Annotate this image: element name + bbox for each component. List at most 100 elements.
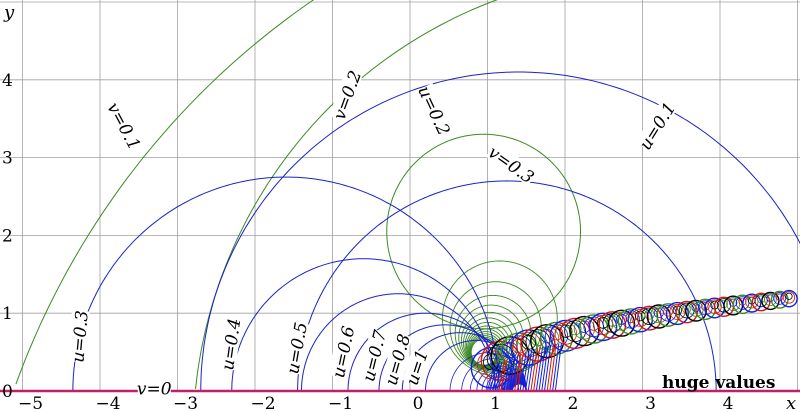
x-tick-label: 1: [490, 394, 501, 412]
fractal-loop: [511, 338, 528, 354]
contour-label-bg: [380, 332, 413, 387]
fractal-loop: [569, 315, 600, 347]
v-curve: [195, 0, 498, 389]
fractal-hatch: [543, 345, 552, 392]
x-tick-label: −4: [95, 394, 120, 412]
contour-label: u=0.4: [218, 317, 245, 372]
x-tick-label: −1: [328, 394, 353, 412]
x-tick-labels: −5 −4 −3 −2 −1 0 1 2 3 4: [18, 394, 733, 412]
y-axis-label: y: [3, 2, 15, 23]
contour-label-bg: [328, 324, 357, 379]
u-curve: [72, 176, 500, 391]
contour-label-bg: [137, 378, 171, 397]
contour-label: u=0.5: [283, 321, 312, 376]
fractal-loop: [607, 309, 636, 337]
x-axis-label: x: [786, 393, 796, 412]
y-tick-label: 4: [2, 71, 13, 91]
u-curve: [231, 258, 496, 392]
x-tick-label: 4: [723, 394, 734, 412]
u-curve: [347, 312, 504, 391]
fractal-hatch: [505, 356, 514, 392]
fractal-hatch: [538, 346, 546, 392]
fractal-loop: [675, 300, 699, 324]
y-tick-label: 1: [2, 304, 13, 324]
contour-label: u=0.6: [329, 324, 359, 379]
v-curve: [15, 0, 315, 385]
fractal-loop: [773, 292, 786, 305]
fractal-hatch: [497, 360, 506, 392]
contour-label: u=0.3: [68, 310, 92, 364]
fractal-hatch: [530, 348, 538, 392]
contour-label-bg: [485, 141, 538, 186]
fractal-loop: [685, 299, 708, 322]
fractal-loop: [785, 292, 793, 300]
fractal-hatch: [552, 343, 560, 392]
fractal-loop: [656, 303, 680, 327]
y-tick-label: 3: [2, 149, 13, 169]
fractal-loop: [764, 293, 777, 306]
fractal-loop: [598, 311, 627, 339]
v-curve-minor: [468, 331, 504, 367]
contour-label: v=0: [137, 379, 172, 399]
fractal-loop: [697, 300, 713, 316]
x-tick-label: −5: [18, 394, 43, 412]
fractal-hatch: [503, 357, 511, 392]
contour-label: u=0.2: [413, 83, 453, 139]
y-tick-label: 2: [2, 226, 13, 246]
fractal-loop: [640, 307, 659, 326]
v-curve: [386, 133, 581, 330]
fractal-loop: [544, 324, 569, 348]
fractal-hatch: [492, 363, 500, 392]
fractal-loop: [578, 320, 591, 333]
fractal-loop: [559, 317, 591, 350]
fractal-hatch: [508, 355, 516, 392]
fractal-hatch: [500, 358, 508, 392]
fractal-loop: [665, 301, 689, 326]
fractal-loop: [770, 290, 789, 309]
x-tick-label: 2: [568, 394, 579, 412]
fractal-hatch: [554, 342, 563, 392]
u-curve: [200, 71, 800, 391]
fractal-loop: [578, 314, 609, 344]
contour-label-bg: [328, 67, 364, 122]
v-contours: [15, 0, 581, 389]
fractal-loop: [754, 294, 768, 308]
fractal-hatch: [524, 349, 533, 392]
x-tick-label: −2: [250, 394, 275, 412]
fractal-region: [470, 289, 798, 392]
fractal-loop: [588, 312, 618, 342]
fractal-hatch: [487, 367, 495, 392]
contour-label-bg: [105, 98, 145, 153]
fractal-loop: [678, 302, 695, 319]
fractal-loop: [616, 313, 628, 325]
fractal-hatch: [489, 365, 497, 392]
fractal-hatch: [514, 353, 522, 392]
u-curve: [301, 293, 496, 392]
contour-label-bg: [67, 310, 90, 363]
fractal-loop: [646, 304, 671, 329]
fractal-hatch: [546, 344, 554, 392]
y-tick-labels: 0 1 2 3 4: [2, 71, 13, 402]
fractal-loop: [525, 329, 551, 354]
x-tick-label: 3: [645, 394, 656, 412]
fractal-loop: [669, 303, 686, 320]
contour-label-bg: [416, 83, 454, 137]
fractal-loop: [688, 301, 704, 317]
fractal-hatch: [535, 346, 544, 392]
u-curve: [297, 180, 717, 391]
contour-label-bg: [282, 321, 309, 375]
huge-values-note: huge values: [662, 373, 775, 393]
fractal-loop: [780, 289, 798, 308]
u-curve-minor: [512, 383, 527, 392]
fractal-loop: [782, 291, 796, 304]
contour-label-bg: [402, 348, 430, 386]
v-curve-minor: [467, 328, 506, 367]
fractal-loop: [637, 305, 663, 331]
fractal-hatch: [549, 343, 557, 392]
fractal-loop: [568, 322, 582, 336]
grid: [0, 0, 800, 392]
fractal-hatch: [516, 352, 525, 392]
fractal-loop: [554, 322, 578, 345]
contour-label-bg: [358, 328, 389, 383]
